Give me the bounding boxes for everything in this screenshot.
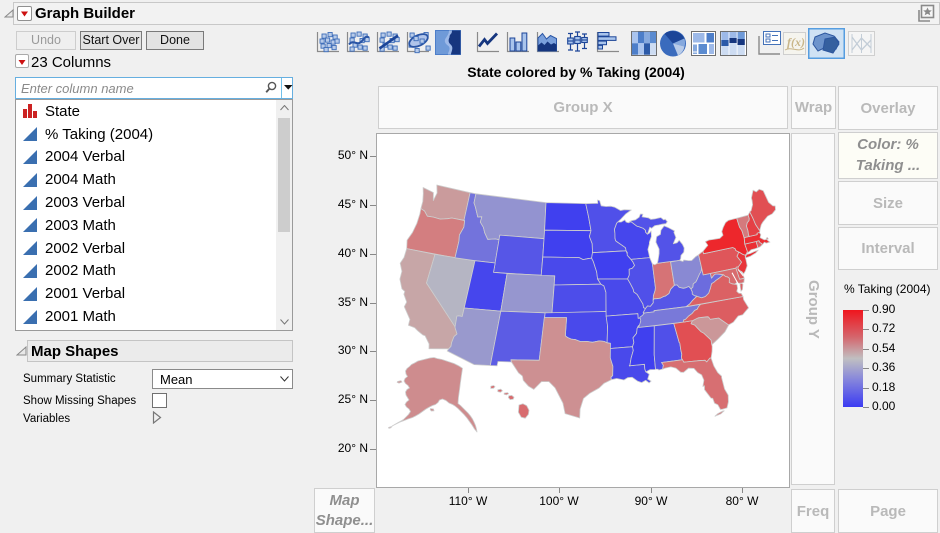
svg-text:f(x): f(x) bbox=[787, 35, 805, 49]
